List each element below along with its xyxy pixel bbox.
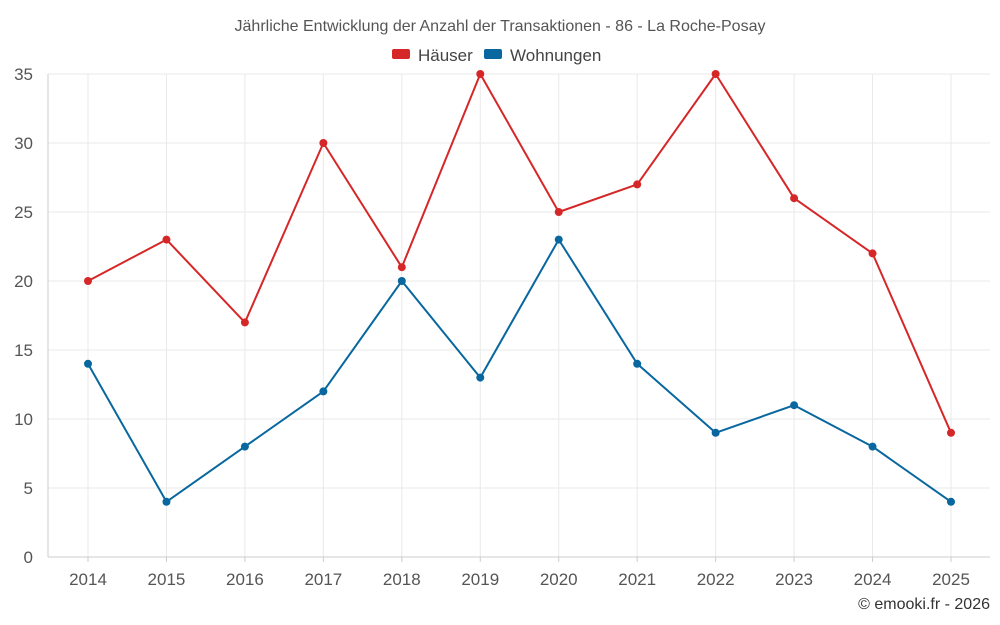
series-line-houses bbox=[87, 73, 952, 434]
x-tick-label: 2020 bbox=[540, 570, 578, 589]
y-tick-label: 30 bbox=[14, 134, 33, 153]
x-tick-label: 2021 bbox=[618, 570, 656, 589]
legend-item-houses[interactable]: Häuser bbox=[392, 46, 473, 65]
legend-label-houses: Häuser bbox=[418, 46, 473, 65]
data-point-apartments[interactable] bbox=[554, 235, 563, 244]
data-point-apartments[interactable] bbox=[790, 401, 799, 410]
x-tick-label: 2014 bbox=[69, 570, 107, 589]
y-tick-label: 25 bbox=[14, 203, 33, 222]
series bbox=[84, 70, 955, 506]
x-tick-label: 2017 bbox=[304, 570, 342, 589]
x-tick-label: 2024 bbox=[854, 570, 892, 589]
data-point-houses[interactable] bbox=[868, 249, 877, 258]
data-point-houses[interactable] bbox=[711, 70, 720, 78]
y-tick-label: 35 bbox=[14, 65, 33, 84]
data-point-apartments[interactable] bbox=[476, 373, 485, 382]
data-point-apartments[interactable] bbox=[319, 387, 328, 396]
credit-text: © emooki.fr - 2026 bbox=[858, 596, 990, 613]
y-tick-label: 10 bbox=[14, 410, 33, 429]
y-tick-label: 15 bbox=[14, 341, 33, 360]
data-point-apartments[interactable] bbox=[84, 359, 92, 368]
legend-label-apartments: Wohnungen bbox=[510, 46, 601, 65]
x-tick-label: 2019 bbox=[461, 570, 499, 589]
legend: Häuser Wohnungen bbox=[392, 46, 601, 65]
x-tick-label: 2022 bbox=[697, 570, 735, 589]
x-tick-label: 2025 bbox=[932, 570, 970, 589]
data-point-houses[interactable] bbox=[319, 139, 328, 147]
legend-swatch-apartments bbox=[484, 49, 502, 59]
data-point-houses[interactable] bbox=[633, 180, 642, 189]
data-point-houses[interactable] bbox=[476, 70, 485, 78]
y-tick-label: 0 bbox=[24, 548, 33, 567]
x-tick-label: 2018 bbox=[383, 570, 421, 589]
data-point-houses[interactable] bbox=[790, 194, 799, 203]
x-tick-label: 2016 bbox=[226, 570, 264, 589]
data-point-houses[interactable] bbox=[397, 263, 406, 272]
data-point-houses[interactable] bbox=[240, 318, 249, 327]
data-point-apartments[interactable] bbox=[397, 277, 406, 285]
data-point-houses[interactable] bbox=[84, 277, 92, 285]
data-point-apartments[interactable] bbox=[240, 442, 249, 451]
data-point-apartments[interactable] bbox=[633, 359, 642, 368]
data-point-houses[interactable] bbox=[162, 235, 171, 244]
data-point-apartments[interactable] bbox=[162, 497, 171, 506]
x-tick-label: 2023 bbox=[775, 570, 813, 589]
y-tick-label: 20 bbox=[14, 272, 33, 291]
legend-item-apartments[interactable]: Wohnungen bbox=[484, 46, 601, 65]
y-tick-label: 5 bbox=[24, 479, 33, 498]
chart-title: Jährliche Entwicklung der Anzahl der Tra… bbox=[235, 18, 766, 35]
data-point-apartments[interactable] bbox=[711, 428, 720, 437]
data-point-houses[interactable] bbox=[554, 208, 563, 216]
legend-swatch-houses bbox=[392, 49, 410, 59]
series-line-apartments bbox=[87, 238, 952, 503]
data-point-apartments[interactable] bbox=[868, 442, 877, 451]
data-point-apartments[interactable] bbox=[947, 497, 955, 506]
data-point-houses[interactable] bbox=[947, 428, 955, 437]
x-tick-label: 2015 bbox=[148, 570, 186, 589]
